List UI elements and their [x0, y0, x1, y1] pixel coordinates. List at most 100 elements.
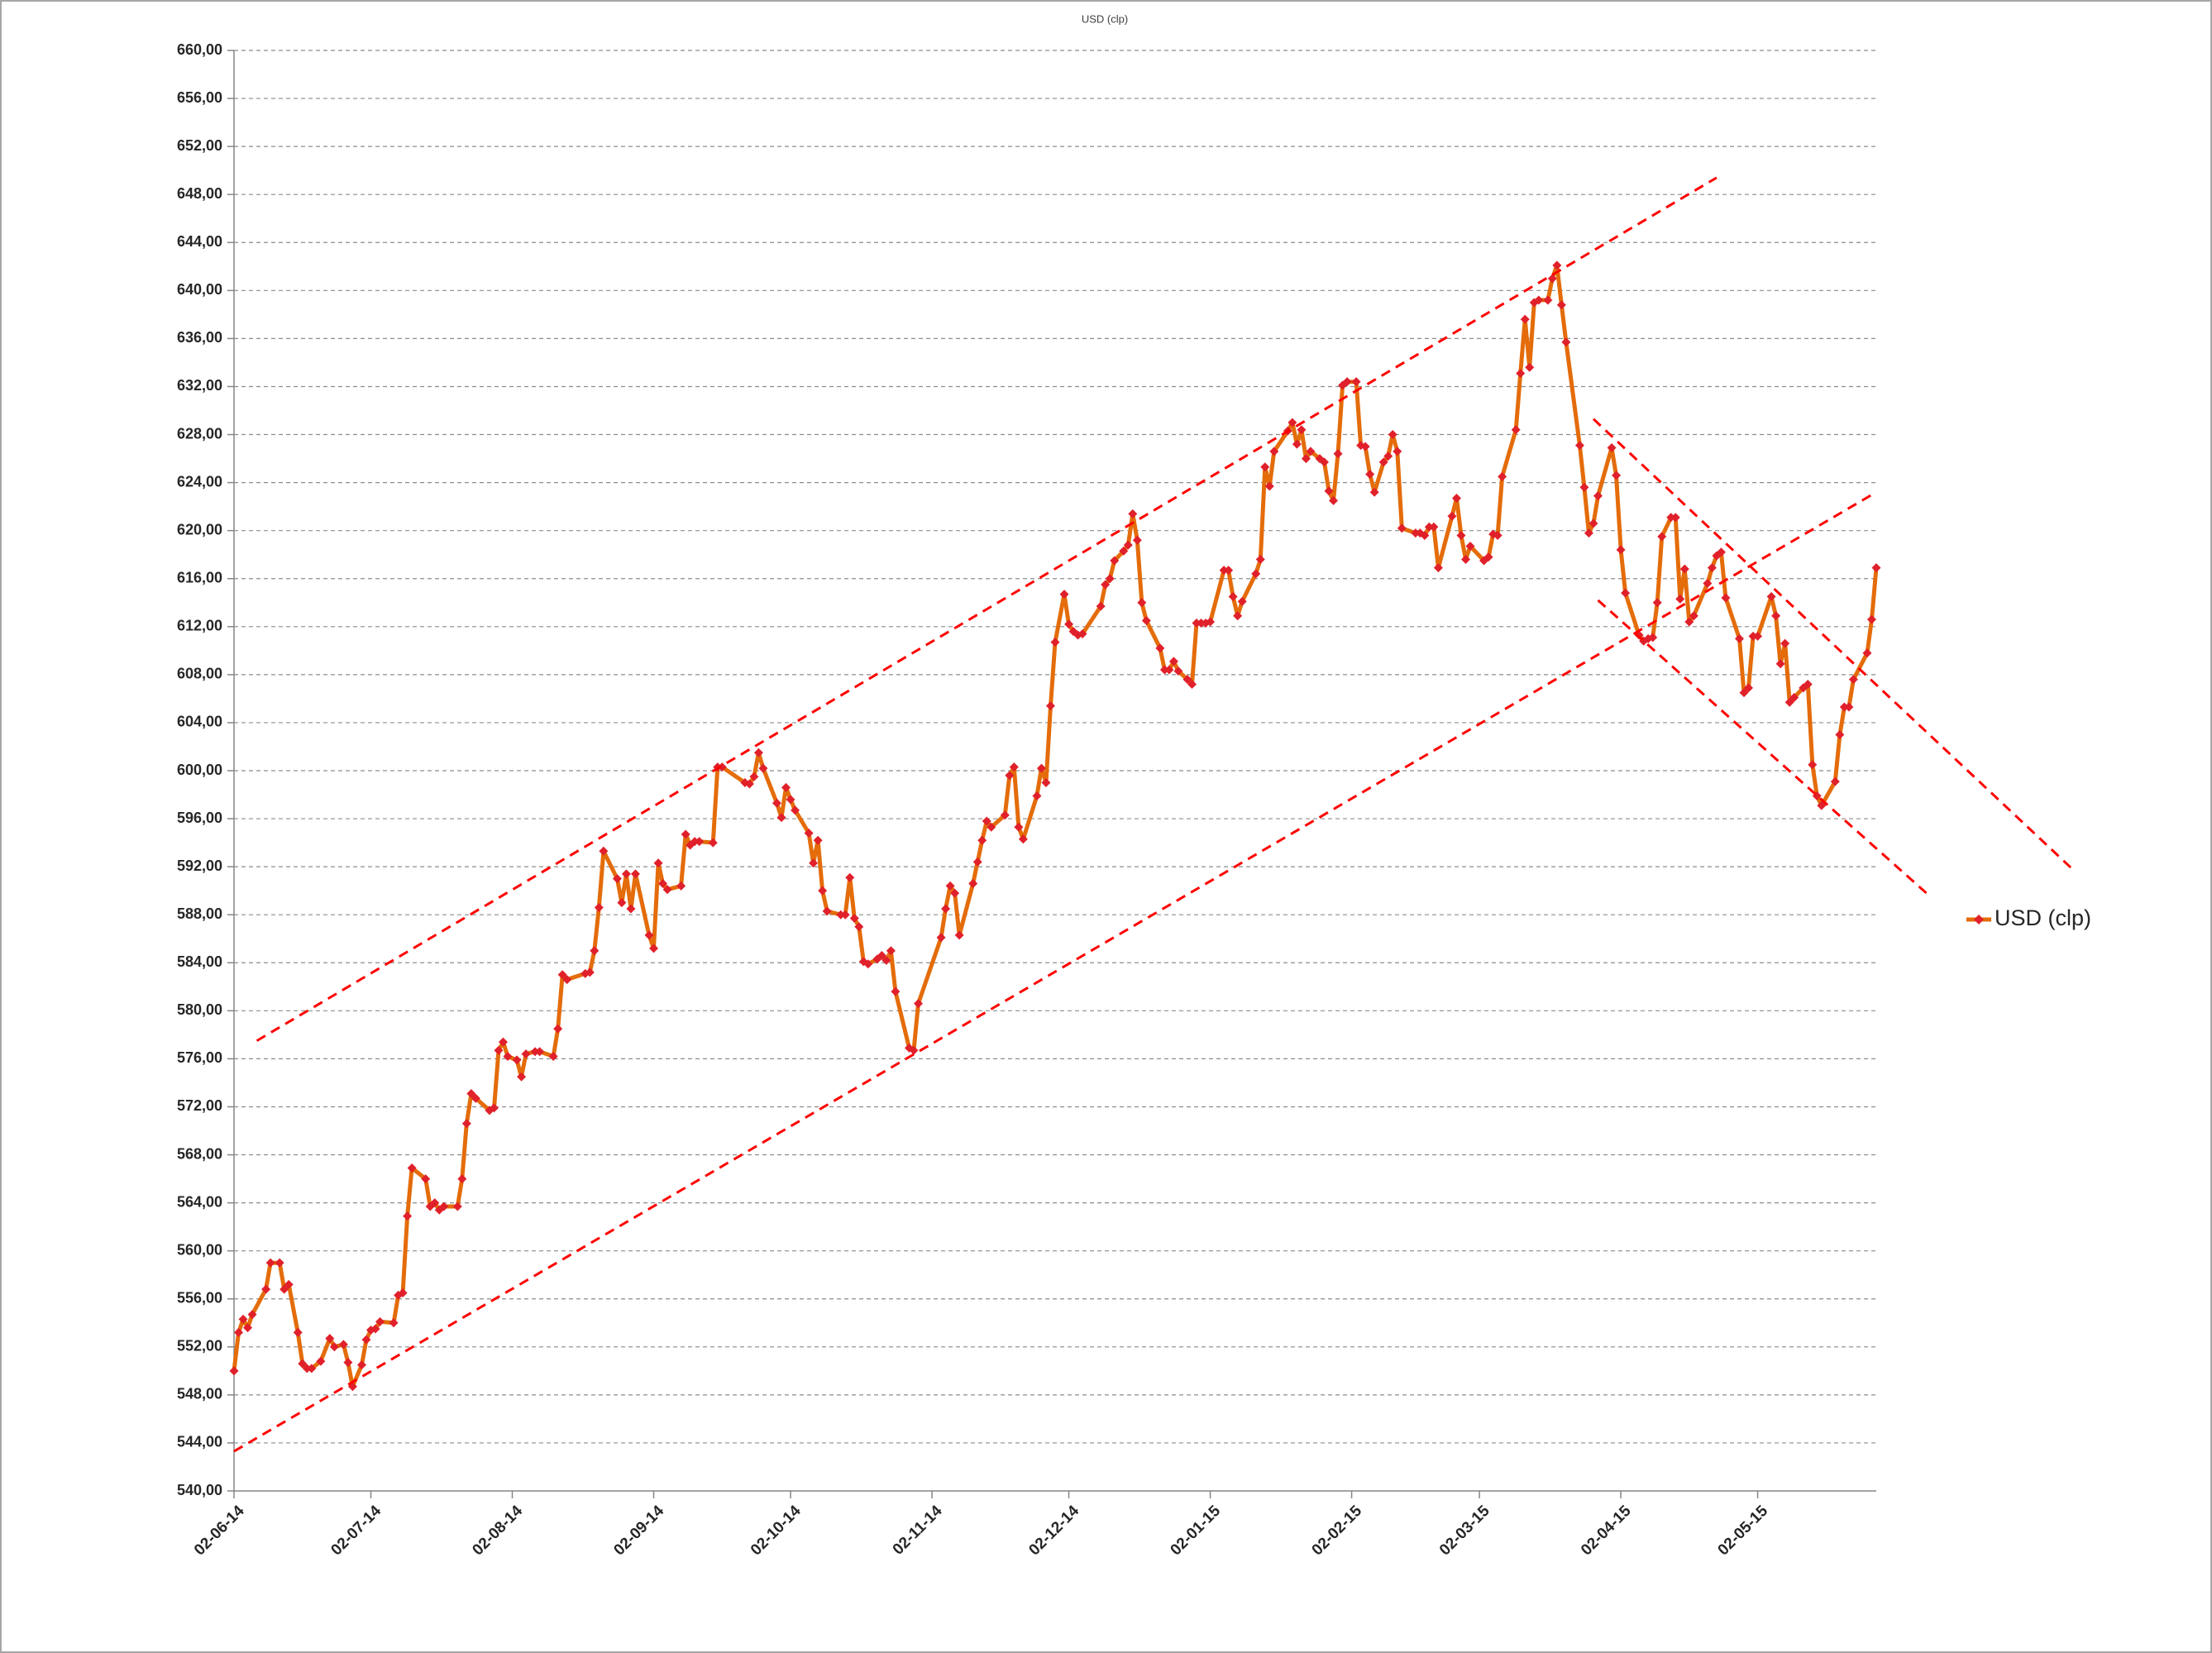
y-tick-label: 576,00	[177, 1049, 222, 1066]
data-point	[1197, 618, 1206, 628]
data-point	[553, 1024, 563, 1034]
data-point	[708, 838, 718, 848]
data-point	[753, 748, 763, 757]
data-point	[1775, 659, 1785, 669]
data-point	[1433, 563, 1443, 573]
data-point	[590, 946, 600, 956]
data-point	[1324, 486, 1334, 496]
data-point	[621, 869, 631, 879]
data-point	[822, 906, 832, 916]
data-point	[1652, 598, 1662, 608]
data-point	[744, 779, 754, 789]
data-point	[676, 881, 686, 891]
data-point	[1862, 648, 1872, 658]
data-point	[1684, 617, 1694, 627]
data-point	[1182, 675, 1192, 685]
data-point	[403, 1211, 413, 1221]
data-point	[1703, 579, 1713, 589]
data-point	[1648, 633, 1658, 643]
data-point	[626, 904, 636, 914]
data-point	[662, 885, 672, 895]
data-point	[1155, 643, 1165, 653]
data-point	[1866, 614, 1876, 624]
data-point	[599, 846, 609, 856]
data-point	[594, 902, 604, 912]
data-point	[1411, 528, 1421, 538]
data-point	[1260, 462, 1270, 472]
data-point	[234, 1327, 244, 1337]
data-point	[265, 1258, 275, 1268]
data-point	[950, 888, 960, 898]
data-point	[1780, 638, 1790, 648]
data-point	[781, 782, 791, 792]
data-point	[1830, 776, 1840, 786]
data-point	[325, 1334, 335, 1344]
data-point	[1255, 555, 1265, 565]
data-point	[1342, 377, 1352, 387]
data-point	[1059, 590, 1069, 600]
data-point	[1424, 522, 1434, 532]
data-point	[1388, 430, 1397, 440]
data-point	[1803, 679, 1813, 689]
y-tick-label: 568,00	[177, 1145, 222, 1162]
data-point	[370, 1324, 380, 1334]
data-point	[1456, 530, 1466, 540]
y-tick-label: 632,00	[177, 377, 222, 394]
data-point	[1679, 564, 1689, 574]
data-point	[489, 1103, 499, 1113]
data-point	[548, 1051, 558, 1061]
data-point	[1735, 633, 1744, 643]
data-point	[749, 772, 759, 781]
data-point	[1547, 274, 1557, 284]
data-point	[1753, 631, 1763, 641]
data-point	[375, 1316, 385, 1326]
data-point	[1447, 511, 1457, 521]
y-tick-label: 608,00	[177, 666, 222, 682]
data-point	[1096, 601, 1106, 611]
data-point	[617, 898, 627, 908]
data-point	[1128, 509, 1138, 518]
data-point	[1721, 593, 1731, 603]
data-point	[1369, 487, 1379, 497]
y-tick-label: 556,00	[177, 1289, 222, 1306]
data-point	[1451, 493, 1461, 503]
data-point	[1689, 611, 1698, 621]
data-point	[1251, 569, 1261, 579]
y-tick-label: 628,00	[177, 425, 222, 442]
data-point	[1771, 611, 1781, 621]
data-point	[1543, 295, 1553, 305]
data-point	[1297, 425, 1307, 435]
data-point	[457, 1174, 467, 1184]
data-point	[1393, 447, 1402, 456]
data-point	[987, 822, 996, 832]
data-point	[1288, 418, 1297, 428]
data-point	[791, 805, 800, 815]
y-tick-label: 652,00	[177, 137, 222, 154]
data-point	[1168, 657, 1178, 666]
data-point	[407, 1163, 417, 1173]
data-point	[818, 886, 828, 896]
data-point	[1219, 566, 1229, 576]
data-point	[1064, 619, 1074, 629]
data-point	[1360, 442, 1370, 451]
y-tick-label: 552,00	[177, 1338, 222, 1354]
data-point	[307, 1364, 317, 1374]
data-point	[298, 1359, 308, 1369]
y-tick-label: 620,00	[177, 521, 222, 537]
data-point	[758, 763, 768, 773]
data-point	[977, 835, 987, 845]
data-point	[1077, 629, 1087, 639]
data-point	[343, 1358, 353, 1368]
data-point	[1045, 701, 1055, 711]
data-point	[914, 999, 923, 1009]
data-point	[804, 828, 814, 838]
y-tick-label: 640,00	[177, 281, 222, 298]
data-point	[530, 1047, 540, 1057]
data-point	[1552, 260, 1562, 270]
data-point	[968, 878, 978, 888]
data-point	[398, 1288, 408, 1297]
data-point	[439, 1202, 449, 1211]
data-point	[1584, 528, 1593, 538]
data-point	[1333, 449, 1343, 459]
